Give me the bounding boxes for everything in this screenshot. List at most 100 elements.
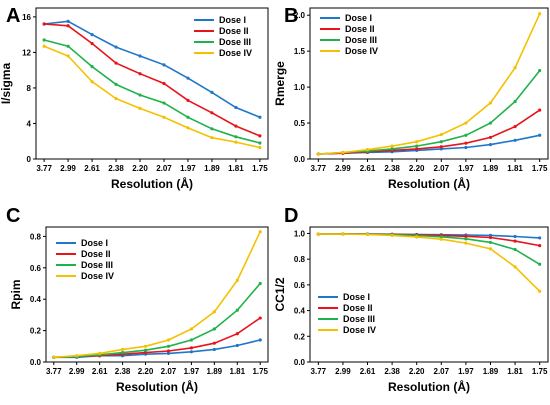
data-point <box>138 93 142 97</box>
x-tick-label: 2.20 <box>409 367 425 376</box>
y-tick-label: 4 <box>27 119 32 128</box>
x-tick-label: 2.38 <box>384 164 400 173</box>
y-tick-label: 0.4 <box>294 307 306 316</box>
y-axis-title: CC1/2 <box>273 277 287 311</box>
data-point <box>210 111 214 115</box>
series-line-dose-4 <box>318 13 541 155</box>
y-tick-label: 0.5 <box>294 119 306 128</box>
panel-letter: A <box>6 5 20 27</box>
legend-label: Dose I <box>219 15 246 25</box>
data-point <box>390 144 394 148</box>
x-tick-label: 3.77 <box>46 367 62 376</box>
data-point <box>212 341 216 345</box>
data-point <box>258 145 262 150</box>
data-point <box>488 235 493 240</box>
data-point <box>488 240 493 245</box>
legend-label: Dose II <box>81 249 111 259</box>
y-tick-label: 0.0 <box>294 155 306 164</box>
series-line-dose-4 <box>43 45 261 149</box>
data-point <box>235 308 239 312</box>
data-point <box>538 108 542 112</box>
data-point <box>258 141 262 145</box>
data-point <box>75 354 79 358</box>
chart-panel-a: A 3.77 2.99 2.61 2.38 2.20 2.07 1.97 1.89 1.81 1.7… <box>0 5 269 191</box>
series-line-dose-2 <box>53 317 261 359</box>
y-tick-label: 2.0 <box>294 11 306 20</box>
data-point <box>189 346 194 350</box>
x-tick-label: 1.97 <box>180 164 196 173</box>
legend-label: Dose IV <box>219 48 252 58</box>
data-point <box>212 347 216 352</box>
data-point <box>98 351 102 355</box>
x-tick-label: 2.99 <box>60 164 76 173</box>
data-point <box>258 281 262 286</box>
y-tick-label: 0 <box>27 155 32 164</box>
y-tick-label: 0.6 <box>294 281 306 290</box>
legend-label: Dose III <box>81 260 113 270</box>
data-point <box>143 344 148 348</box>
data-point <box>258 316 262 320</box>
y-tick-label: 0.8 <box>294 255 306 264</box>
data-point <box>538 262 542 266</box>
data-point <box>365 148 370 152</box>
data-point <box>210 90 214 94</box>
legend-label: Dose IV <box>345 46 378 56</box>
panel-letter: B <box>284 5 298 27</box>
data-point <box>488 247 493 251</box>
x-tick-label: 2.20 <box>409 164 425 173</box>
y-tick-label: 1.5 <box>294 47 306 56</box>
series-line-dose-4 <box>53 231 261 359</box>
data-point <box>66 19 70 23</box>
data-point <box>212 327 216 331</box>
legend-label: Dose I <box>345 13 372 23</box>
data-point <box>390 147 394 151</box>
data-point <box>166 338 171 342</box>
data-point <box>513 239 517 243</box>
data-point <box>189 350 194 354</box>
x-tick-label: 1.97 <box>458 367 474 376</box>
legend-label: Dose III <box>343 314 375 324</box>
data-point <box>186 115 190 119</box>
data-point <box>415 144 419 148</box>
data-point <box>210 127 214 131</box>
x-tick-label: 1.81 <box>507 367 523 376</box>
x-axis-title: Resolution (Å) <box>388 176 470 191</box>
x-tick-label: 2.07 <box>161 367 177 376</box>
y-tick-label: 8 <box>27 84 32 93</box>
legend-label: Dose III <box>219 37 251 47</box>
data-point <box>90 65 94 69</box>
x-tick-label: 2.61 <box>92 367 108 376</box>
data-point <box>143 350 148 355</box>
data-point <box>235 278 239 282</box>
legend-label: Dose IV <box>81 271 114 281</box>
data-point <box>464 121 468 125</box>
panel-letter: C <box>6 205 20 227</box>
y-tick-label: 16 <box>22 13 31 22</box>
x-axis-title: Resolution (Å) <box>116 379 198 394</box>
x-tick-label: 1.89 <box>483 164 499 173</box>
x-tick-label: 2.38 <box>384 367 400 376</box>
chart-panel-b: B 3.77 2.99 2.61 2.38 2.20 2.07 1.97 1.89 1.81 1.7… <box>273 5 549 191</box>
data-point <box>120 347 125 352</box>
data-point <box>439 237 443 241</box>
y-tick-label: 0.2 <box>30 327 42 336</box>
data-point <box>258 230 262 234</box>
data-point <box>114 97 118 101</box>
series-line-dose-3 <box>43 39 261 144</box>
data-point <box>464 141 468 145</box>
x-tick-label: 2.20 <box>132 164 148 173</box>
data-point <box>189 338 194 342</box>
data-point <box>439 140 443 144</box>
x-tick-label: 1.97 <box>184 367 200 376</box>
data-point <box>52 355 56 359</box>
x-tick-label: 2.99 <box>69 367 85 376</box>
data-point <box>439 145 443 149</box>
x-tick-label: 1.75 <box>252 367 268 376</box>
x-tick-label: 1.97 <box>458 164 474 173</box>
x-tick-label: 1.89 <box>204 164 220 173</box>
data-point <box>66 54 70 58</box>
x-tick-label: 2.07 <box>156 164 172 173</box>
